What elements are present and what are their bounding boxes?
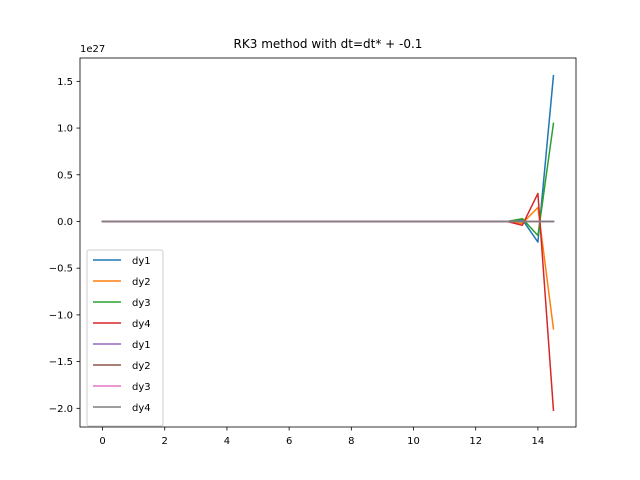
x-tick-label: 10 [407, 436, 420, 447]
legend-label: dy3 [132, 298, 151, 309]
x-tick-label: 0 [99, 436, 105, 447]
y-tick-label: −1.5 [49, 357, 73, 368]
legend-label: dy2 [132, 361, 151, 372]
y-tick-label: 1.5 [57, 77, 73, 88]
chart-title: RK3 method with dt=dt* + -0.1 [234, 37, 423, 51]
y-tick-label: 1.0 [57, 124, 73, 135]
axes-frame [79, 57, 577, 428]
x-tick-label: 4 [224, 436, 230, 447]
y-tick-label: −2.0 [49, 404, 73, 415]
x-tick-label: 12 [469, 436, 482, 447]
x-tick-label: 2 [162, 436, 168, 447]
y-tick-label: −0.5 [49, 264, 73, 275]
y-offset-label: 1e27 [80, 44, 105, 55]
legend-label: dy4 [132, 319, 151, 330]
y-tick-label: 0.0 [57, 217, 73, 228]
legend-label: dy4 [132, 403, 151, 414]
legend-box [86, 249, 164, 427]
x-tick-label: 14 [532, 436, 545, 447]
plot-area: 0 2 4 6 8 10 12 14 −2.0 −1.5 −1.0 −0.5 0.0 0.5 1.0 1.5 [49, 57, 577, 447]
legend-label: dy1 [132, 340, 151, 351]
legend: dy1 dy2 dy3 dy4 dy1 dy2 dy3 dy4 [86, 249, 164, 427]
legend-label: dy2 [132, 277, 151, 288]
y-tick-label: 0.5 [57, 170, 73, 181]
x-tick-label: 8 [348, 436, 354, 447]
legend-label: dy1 [132, 256, 151, 267]
legend-label: dy3 [132, 382, 151, 393]
y-tick-label: −1.0 [49, 310, 73, 321]
x-tick-label: 6 [286, 436, 292, 447]
